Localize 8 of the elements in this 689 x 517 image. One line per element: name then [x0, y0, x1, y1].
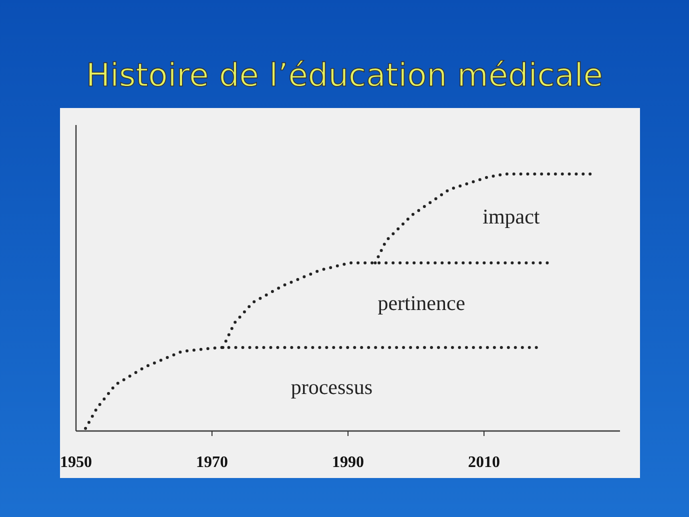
series-label: pertinence	[378, 291, 466, 316]
x-tick-label: 1970	[196, 454, 228, 471]
chart-title: Histoire de l’éducation médicale	[86, 56, 603, 94]
x-tick-label: 1950	[60, 454, 92, 471]
x-tick-label: 1990	[332, 454, 364, 471]
series-label: impact	[482, 204, 540, 228]
series-label: processus	[290, 375, 373, 400]
x-tick-label: 2010	[468, 454, 500, 471]
